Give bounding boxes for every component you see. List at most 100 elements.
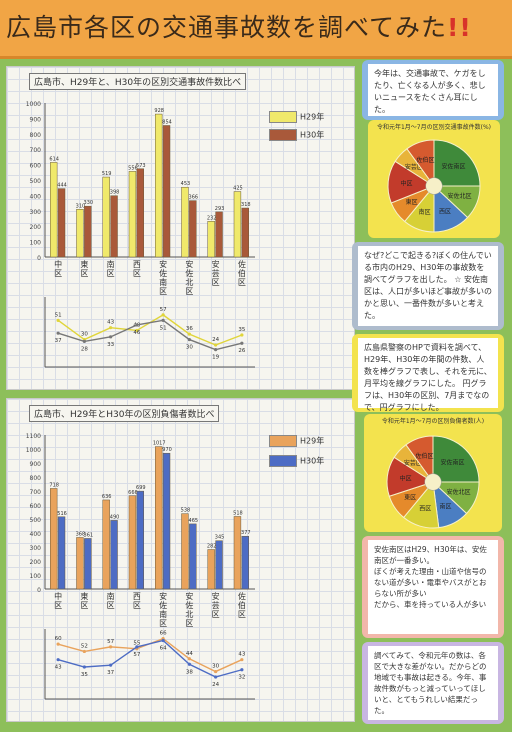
chart1-svg: 0 100 200 300 400 500 600 700 800 900 1000 614 444 中区… (26, 101, 255, 368)
pie-slice-label: 南区 (440, 503, 452, 511)
line-point (109, 335, 113, 339)
bar-h30 (57, 188, 66, 258)
bar-h29 (181, 186, 189, 258)
category-label: 区 (133, 269, 141, 278)
line-point (56, 642, 60, 646)
category-label: 北 (185, 610, 193, 619)
bar-value-label: 425 (233, 186, 243, 192)
bar-h29 (207, 221, 215, 258)
category-label: 中 (54, 259, 62, 269)
y-tick-label: 200 (30, 559, 42, 566)
category-label: 芸 (212, 600, 220, 610)
line-point (187, 337, 191, 342)
pie-slice-label: 中区 (401, 179, 413, 187)
category-label: 南 (107, 591, 115, 601)
line-point (135, 323, 139, 327)
y-tick-label: 0 (37, 587, 41, 594)
y-tick-label: 100 (30, 240, 42, 247)
note-intro: 今年は、交通事故で、ケガをしたり、亡くなる人が多く、悲しいニュースをたくさん耳に… (368, 64, 498, 116)
line-point (240, 668, 244, 672)
category-label: 区 (185, 619, 193, 628)
bar-value-label: 293 (215, 206, 225, 212)
chart2-svg: 0 100 200 300 400 500 600 700 800 900 1000 1100 718 5… (26, 433, 255, 700)
line-point (187, 662, 191, 666)
bar-value-label: 573 (136, 163, 146, 169)
pie-slice-label: 西区 (439, 208, 451, 215)
bar-h30 (162, 452, 171, 590)
y-tick-label: 1000 (26, 101, 41, 108)
line-value-label: 55 (133, 641, 140, 647)
bar-h30 (215, 540, 223, 590)
pie-slice-label: 東区 (404, 494, 416, 502)
y-tick-label: 400 (30, 531, 42, 538)
category-label: 佐 (159, 268, 167, 278)
line-point (240, 341, 244, 345)
bar-value-label: 854 (162, 119, 172, 125)
category-label: 区 (238, 278, 246, 287)
category-label: 西 (133, 592, 141, 601)
bar-h29 (128, 495, 137, 590)
line-value-label: 51 (55, 312, 62, 318)
line-point (56, 658, 60, 662)
chart1-legend-h30: H30年 (269, 129, 324, 141)
y-tick-label: 300 (30, 209, 42, 216)
line-value-label: 32 (238, 675, 245, 681)
pie-slice-label: 安佐南区 (442, 162, 466, 170)
pie2-label: 令和元年1月〜7月の区別負傷者数(人) (381, 418, 485, 425)
line-point (161, 638, 165, 643)
category-label: 区 (185, 287, 193, 296)
line-value-label: 26 (238, 348, 245, 354)
category-label: 西 (133, 260, 141, 269)
pie-slice-label: 安佐北区 (448, 192, 472, 200)
line-value-label: 57 (133, 652, 140, 658)
y-tick-label: 600 (30, 503, 42, 510)
category-label: 東 (80, 591, 88, 601)
bar-h29 (50, 162, 58, 258)
category-label: 佐 (185, 268, 193, 278)
line-value-label: 36 (186, 326, 193, 332)
bar-value-label: 718 (49, 482, 59, 488)
category-label: 南 (159, 609, 167, 619)
pie-slice-label: 安佐北区 (447, 488, 471, 496)
bar-value-label: 699 (136, 485, 146, 491)
bar-h30 (136, 168, 144, 258)
bar-h30 (136, 490, 144, 590)
line-point (214, 669, 218, 674)
pie-slice (432, 435, 480, 483)
injury-chart-sheet: 広島市、H29年とH30年の区別負傷者数比べ H29年 H30年 0 100 200… (6, 398, 355, 722)
bar-h29 (181, 513, 189, 590)
category-label: 区 (54, 269, 62, 278)
line-value-label: 52 (81, 643, 88, 649)
pie-slice-label: 佐伯区 (416, 156, 434, 164)
bar-h30 (241, 535, 249, 590)
pie-slice-label: 安芸区 (404, 459, 422, 467)
y-tick-label: 900 (30, 461, 42, 468)
line-value-label: 64 (160, 645, 167, 651)
line-point (82, 649, 86, 654)
pie-center (424, 473, 442, 491)
pie-slice (405, 435, 434, 484)
line-value-label: 57 (107, 639, 114, 645)
bar-h30 (162, 125, 171, 258)
category-label: 佐 (159, 600, 167, 610)
pie-center (425, 177, 443, 195)
pie-slice-label: 安芸区 (405, 163, 423, 171)
category-label: 芸 (212, 268, 220, 278)
line-value-label: 28 (81, 346, 88, 352)
y-tick-label: 200 (30, 224, 42, 231)
category-label: 佐 (185, 600, 193, 610)
bar-h30 (57, 516, 66, 590)
line-value-label: 44 (186, 651, 193, 657)
poster-title: 広島市各区の交通事故数を調べてみた!! (6, 13, 472, 42)
y-tick-label: 700 (30, 489, 42, 496)
category-label: 区 (212, 610, 220, 619)
bar-h29 (233, 191, 242, 258)
category-label: 区 (54, 601, 62, 610)
line-point (109, 663, 113, 667)
pie-slice (433, 139, 481, 187)
category-label: 安 (159, 259, 167, 269)
bar-value-label: 310 (76, 203, 86, 209)
category-label: 安 (212, 259, 220, 269)
